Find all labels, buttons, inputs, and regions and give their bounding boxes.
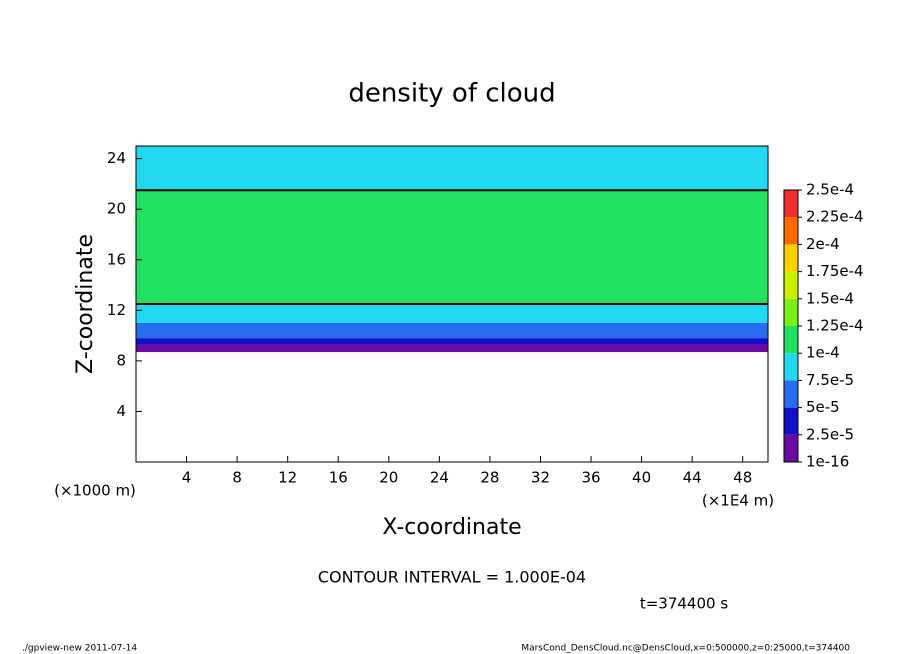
x-tick-label: 48 xyxy=(733,469,752,487)
colorbar-bin xyxy=(784,244,798,272)
field-band xyxy=(136,304,768,323)
y-tick-label: 12 xyxy=(107,301,126,319)
x-tick-label: 24 xyxy=(430,469,449,487)
x-unit: (×1E4 m) xyxy=(702,492,774,510)
contour-interval: CONTOUR INTERVAL = 1.000E-04 xyxy=(318,568,586,587)
x-tick-label: 4 xyxy=(182,469,192,487)
colorbar-bin xyxy=(784,217,798,245)
y-tick-label: 24 xyxy=(107,149,126,167)
colorbar-bin xyxy=(784,190,798,218)
field-band xyxy=(136,338,768,345)
x-tick-label: 36 xyxy=(581,469,600,487)
colorbar-label: 1.75e-4 xyxy=(806,262,864,280)
colorbar-label: 1.25e-4 xyxy=(806,317,864,335)
colorbar-label: 1e-16 xyxy=(806,453,849,471)
colorbar-bin xyxy=(784,298,798,326)
y-tick-label: 4 xyxy=(116,402,126,420)
colorbar-bin xyxy=(784,353,798,381)
y-tick-label: 20 xyxy=(107,200,126,218)
colorbar-label: 2.5e-4 xyxy=(806,181,854,199)
footer-right: MarsCond_DensCloud.nc@DensCloud,x=0:5000… xyxy=(521,644,850,654)
x-tick-label: 32 xyxy=(531,469,550,487)
y-axis-label: Z-coordinate xyxy=(73,234,98,374)
x-tick-label: 20 xyxy=(379,469,398,487)
x-tick-label: 8 xyxy=(232,469,242,487)
field-band xyxy=(136,146,768,191)
footer-left: ./gpview-new 2011-07-14 xyxy=(22,644,137,654)
x-axis-label: X-coordinate xyxy=(382,515,521,540)
colorbar-label: 7.5e-5 xyxy=(806,371,854,389)
colorbar-bin xyxy=(784,380,798,408)
field-band xyxy=(136,344,768,353)
chart-title: density of cloud xyxy=(348,79,555,109)
x-tick-label: 44 xyxy=(683,469,702,487)
x-tick-label: 40 xyxy=(632,469,651,487)
y-tick-label: 8 xyxy=(116,351,126,369)
x-tick-label: 12 xyxy=(278,469,297,487)
time-label: t=374400 s xyxy=(640,595,728,613)
x-tick-label: 16 xyxy=(329,469,348,487)
y-unit: (×1000 m) xyxy=(54,482,136,500)
y-tick-label: 16 xyxy=(107,250,126,268)
colorbar-bin xyxy=(784,407,798,435)
colorbar-label: 2.25e-4 xyxy=(806,208,864,226)
colorbar-bin xyxy=(784,434,798,462)
colorbar-bin xyxy=(784,326,798,354)
x-tick-label: 28 xyxy=(480,469,499,487)
colorbar-label: 1e-4 xyxy=(806,344,840,362)
colorbar-label: 2e-4 xyxy=(806,235,840,253)
field-band xyxy=(136,190,768,304)
plot-frame xyxy=(135,145,769,463)
colorbar-bin xyxy=(784,271,798,299)
colorbar-label: 1.5e-4 xyxy=(806,289,854,307)
colorbar-label: 2.5e-5 xyxy=(806,425,854,443)
colorbar-label: 5e-5 xyxy=(806,398,840,416)
field-band xyxy=(136,322,768,339)
